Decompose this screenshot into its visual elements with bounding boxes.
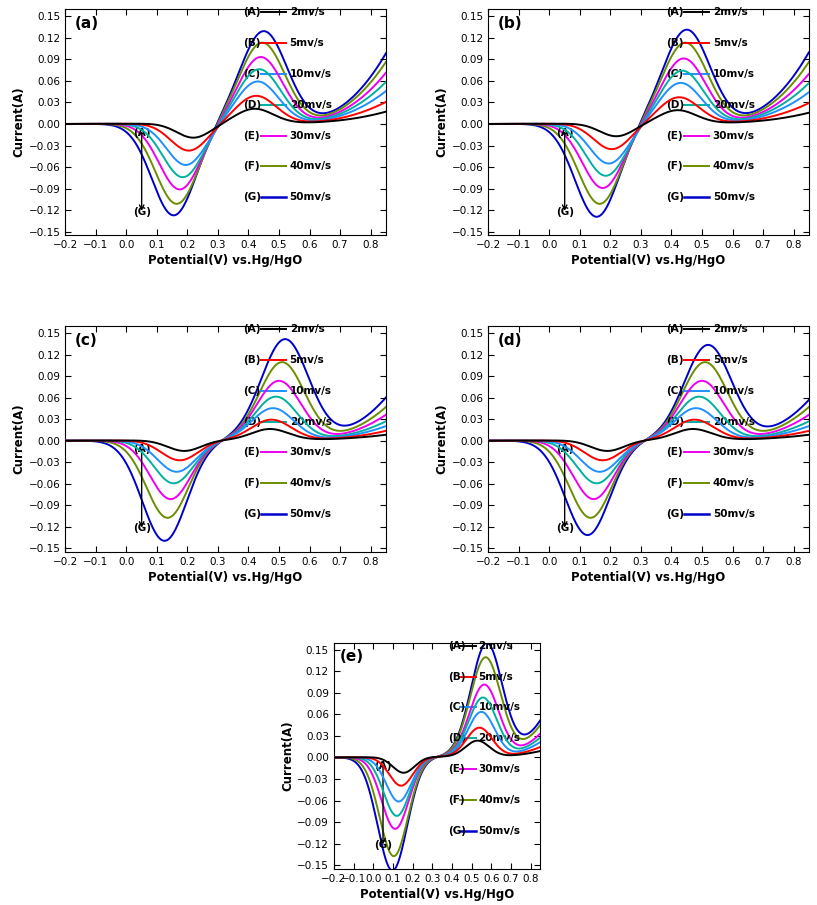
Text: (A): (A): [133, 128, 150, 138]
Text: (B): (B): [243, 355, 261, 365]
Text: (E): (E): [449, 764, 465, 774]
Text: (a): (a): [75, 15, 99, 31]
Text: 5mv/s: 5mv/s: [290, 38, 324, 48]
Text: (G): (G): [132, 523, 150, 533]
Text: (C): (C): [666, 386, 683, 395]
Text: (e): (e): [340, 650, 364, 664]
Y-axis label: Current(A): Current(A): [281, 720, 294, 791]
Text: (A): (A): [243, 7, 261, 17]
Text: (C): (C): [449, 702, 466, 712]
Text: 10mv/s: 10mv/s: [479, 702, 520, 712]
Text: (F): (F): [243, 478, 260, 488]
Text: 50mv/s: 50mv/s: [479, 825, 520, 835]
Text: (D): (D): [243, 416, 261, 426]
Text: 20mv/s: 20mv/s: [479, 733, 520, 743]
Text: 2mv/s: 2mv/s: [290, 7, 324, 17]
Text: 10mv/s: 10mv/s: [290, 69, 332, 79]
Text: (G): (G): [243, 192, 261, 202]
Text: 20mv/s: 20mv/s: [290, 100, 332, 110]
X-axis label: Potential(V) vs.Hg/HgO: Potential(V) vs.Hg/HgO: [571, 254, 725, 267]
Text: 20mv/s: 20mv/s: [290, 416, 332, 426]
Text: 20mv/s: 20mv/s: [712, 416, 755, 426]
Text: (G): (G): [132, 206, 150, 216]
Text: 40mv/s: 40mv/s: [290, 161, 332, 171]
Text: (B): (B): [243, 38, 261, 48]
Text: (C): (C): [243, 69, 261, 79]
X-axis label: Potential(V) vs.Hg/HgO: Potential(V) vs.Hg/HgO: [149, 571, 303, 584]
Text: (F): (F): [243, 161, 260, 171]
Y-axis label: Current(A): Current(A): [435, 404, 449, 474]
Text: (G): (G): [666, 509, 684, 519]
Text: (A): (A): [243, 324, 261, 334]
Text: (B): (B): [666, 355, 684, 365]
Text: (E): (E): [666, 447, 683, 457]
Text: (E): (E): [243, 447, 260, 457]
Text: (D): (D): [243, 100, 261, 110]
Text: (c): (c): [75, 333, 98, 348]
Text: (A): (A): [556, 444, 574, 454]
Text: (A): (A): [449, 641, 466, 651]
Text: 5mv/s: 5mv/s: [290, 355, 324, 365]
Text: 20mv/s: 20mv/s: [712, 100, 755, 110]
Text: 2mv/s: 2mv/s: [712, 7, 748, 17]
Text: (F): (F): [666, 161, 683, 171]
Text: 10mv/s: 10mv/s: [290, 386, 332, 395]
Text: (G): (G): [449, 825, 467, 835]
Y-axis label: Current(A): Current(A): [13, 404, 26, 474]
Text: 40mv/s: 40mv/s: [290, 478, 332, 488]
Text: 40mv/s: 40mv/s: [712, 478, 755, 488]
Text: (b): (b): [498, 15, 523, 31]
Y-axis label: Current(A): Current(A): [435, 87, 449, 157]
Text: 50mv/s: 50mv/s: [290, 192, 332, 202]
Text: (A): (A): [133, 444, 150, 454]
Text: (D): (D): [449, 733, 467, 743]
Text: 10mv/s: 10mv/s: [712, 69, 755, 79]
X-axis label: Potential(V) vs.Hg/HgO: Potential(V) vs.Hg/HgO: [360, 888, 514, 900]
X-axis label: Potential(V) vs.Hg/HgO: Potential(V) vs.Hg/HgO: [149, 254, 303, 267]
Text: (A): (A): [666, 324, 684, 334]
Text: 2mv/s: 2mv/s: [290, 324, 324, 334]
Text: 50mv/s: 50mv/s: [712, 509, 755, 519]
Text: 5mv/s: 5mv/s: [712, 38, 748, 48]
Text: (E): (E): [666, 130, 683, 140]
Text: 2mv/s: 2mv/s: [479, 641, 513, 651]
Text: (G): (G): [374, 840, 392, 850]
Text: 30mv/s: 30mv/s: [712, 130, 755, 140]
Text: 10mv/s: 10mv/s: [712, 386, 755, 395]
Text: (F): (F): [449, 795, 465, 805]
Text: (A): (A): [374, 761, 392, 771]
Text: 2mv/s: 2mv/s: [712, 324, 748, 334]
Text: 30mv/s: 30mv/s: [712, 447, 755, 457]
Text: (C): (C): [666, 69, 683, 79]
Text: 40mv/s: 40mv/s: [712, 161, 755, 171]
Text: 30mv/s: 30mv/s: [479, 764, 520, 774]
Text: (D): (D): [666, 416, 685, 426]
Text: (C): (C): [243, 386, 261, 395]
Text: 40mv/s: 40mv/s: [479, 795, 520, 805]
Text: (d): (d): [498, 333, 523, 348]
Text: (G): (G): [556, 523, 574, 533]
Text: (F): (F): [666, 478, 683, 488]
Text: 30mv/s: 30mv/s: [290, 130, 332, 140]
Text: (A): (A): [556, 128, 574, 138]
Text: 50mv/s: 50mv/s: [290, 509, 332, 519]
Text: (G): (G): [666, 192, 684, 202]
Text: 5mv/s: 5mv/s: [712, 355, 748, 365]
Text: (D): (D): [666, 100, 685, 110]
Text: (B): (B): [666, 38, 684, 48]
Text: (A): (A): [666, 7, 684, 17]
Text: (B): (B): [449, 672, 466, 681]
Y-axis label: Current(A): Current(A): [13, 87, 26, 157]
Text: (E): (E): [243, 130, 260, 140]
X-axis label: Potential(V) vs.Hg/HgO: Potential(V) vs.Hg/HgO: [571, 571, 725, 584]
Text: (G): (G): [243, 509, 261, 519]
Text: 5mv/s: 5mv/s: [479, 672, 513, 681]
Text: 30mv/s: 30mv/s: [290, 447, 332, 457]
Text: 50mv/s: 50mv/s: [712, 192, 755, 202]
Text: (G): (G): [556, 206, 574, 216]
